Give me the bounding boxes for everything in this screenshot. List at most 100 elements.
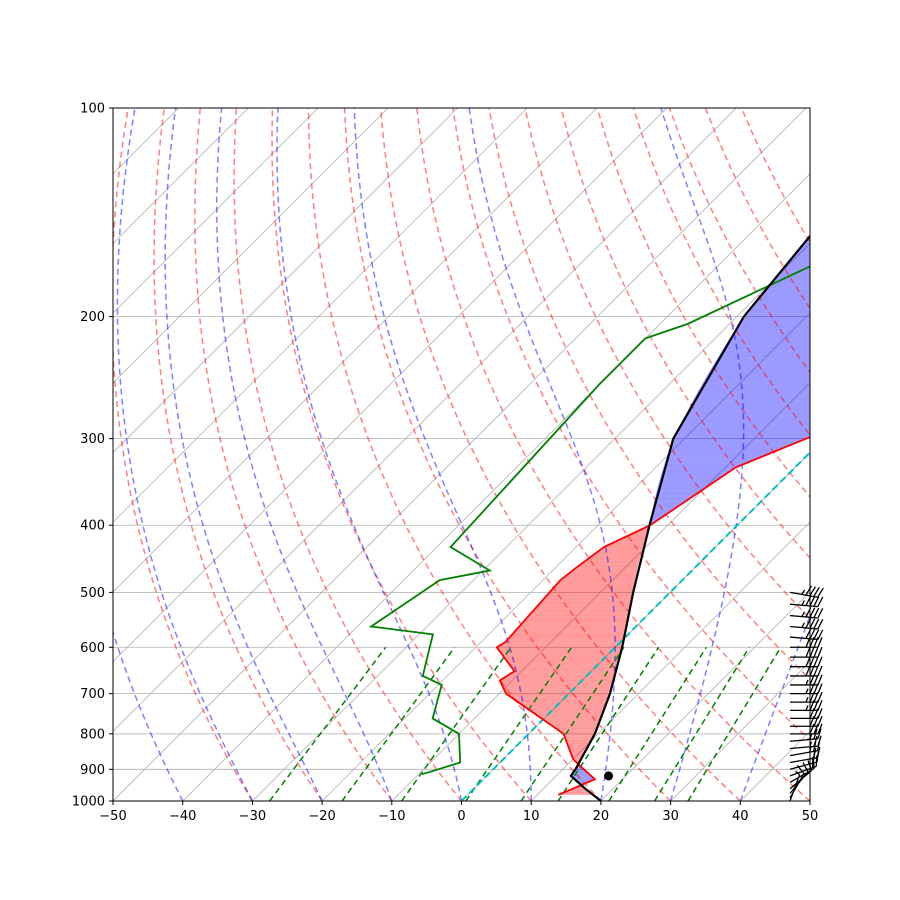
cape-area <box>535 606 630 608</box>
cape-area <box>509 696 609 698</box>
cape-area <box>542 599 632 601</box>
cape-area <box>562 733 596 734</box>
cape-area <box>553 586 635 588</box>
cape-area <box>571 754 584 756</box>
wind-barb-full <box>817 674 823 686</box>
cape-area <box>501 684 613 685</box>
cape-area <box>567 744 589 745</box>
wind-barb <box>789 628 824 641</box>
wind-barb-full <box>809 607 816 618</box>
cin-area <box>662 469 734 471</box>
moist-adiabat <box>116 108 254 801</box>
cape-area <box>502 655 620 657</box>
cape-area <box>578 564 639 566</box>
cape-area <box>571 756 583 757</box>
wind-barb-staff <box>789 765 817 777</box>
cape-area <box>550 725 598 727</box>
wind-barb-full <box>817 708 823 719</box>
isotherm-gridline <box>113 108 807 801</box>
wind-barb-full <box>805 656 811 667</box>
zero-isotherm <box>460 451 810 801</box>
cin-area <box>575 780 592 782</box>
cape-area <box>515 629 625 631</box>
wind-barb-full <box>809 723 815 735</box>
wind-barb-full <box>805 585 812 596</box>
wind-barb-full <box>812 747 817 759</box>
cape-area <box>556 583 635 586</box>
cape-area <box>549 724 598 726</box>
cape-area <box>563 576 636 578</box>
cin-area <box>682 417 810 420</box>
cin-area <box>669 446 788 449</box>
cape-area <box>575 567 638 569</box>
wind-barb-half <box>801 600 805 606</box>
dry-adiabat <box>153 108 323 801</box>
cin-area <box>665 458 760 460</box>
mixing-ratio-line <box>608 646 708 801</box>
cape-area <box>561 732 596 734</box>
cape-area <box>514 700 608 702</box>
cin-area <box>674 434 810 437</box>
cape-area <box>523 707 605 708</box>
mixing-ratio-line <box>557 646 660 801</box>
wind-barb-full <box>816 746 821 758</box>
cin-area <box>670 444 793 447</box>
cape-area <box>557 730 597 731</box>
cape-area <box>567 746 588 748</box>
cape-area <box>602 547 643 549</box>
wind-barb-full <box>817 619 824 630</box>
cape-cin-fills <box>496 235 810 795</box>
wind-barb <box>789 585 824 598</box>
cape-area <box>530 612 629 614</box>
wind-barb-full <box>817 608 824 619</box>
cin-area <box>654 496 693 499</box>
cape-area <box>507 694 610 696</box>
cape-area <box>538 603 631 605</box>
isotherm-gridline <box>182 173 810 801</box>
wind-barb-full <box>805 628 812 639</box>
cape-area <box>559 580 636 582</box>
cape-area <box>509 636 624 638</box>
cape-area <box>563 734 595 736</box>
cin-area <box>783 264 810 268</box>
wind-barb-full <box>809 628 816 640</box>
wind-barb-staff <box>789 767 815 783</box>
cin-area <box>654 500 688 502</box>
cape-area <box>504 658 619 660</box>
cape-area <box>565 575 637 577</box>
wind-barb-half <box>805 696 809 703</box>
cape-area <box>533 608 630 610</box>
cape-area <box>513 669 616 671</box>
cape-area <box>565 791 590 792</box>
dry-adiabat <box>271 108 532 801</box>
wind-barb-staff <box>789 603 818 608</box>
cape-area <box>525 617 628 619</box>
sounding-profiles <box>368 234 810 801</box>
y-tick-label: 400 <box>80 519 105 534</box>
cape-area <box>564 737 593 739</box>
cape-area <box>558 794 593 795</box>
cin-area <box>659 479 718 482</box>
cin-area <box>657 486 708 489</box>
cape-area <box>506 661 618 662</box>
wind-barb-full <box>809 618 816 629</box>
y-tick-label: 500 <box>80 586 105 601</box>
cape-area <box>510 635 624 636</box>
wind-barb-full <box>817 587 824 598</box>
cape-area <box>504 691 611 692</box>
wind-barb-full <box>817 700 823 711</box>
isotherm-gridline <box>600 591 810 801</box>
x-tick-label: 40 <box>732 809 749 824</box>
cin-area <box>786 260 810 265</box>
cape-area <box>570 753 584 755</box>
cin-area <box>677 428 810 431</box>
mixing-ratio-line <box>465 646 573 801</box>
dry-adiabat <box>379 108 741 801</box>
cin-area <box>746 310 810 314</box>
cape-area <box>512 632 625 634</box>
cape-area <box>500 681 613 683</box>
cape-area <box>583 560 640 562</box>
cape-area <box>561 793 592 794</box>
cape-area <box>501 678 614 680</box>
moist-adiabat <box>164 108 323 801</box>
